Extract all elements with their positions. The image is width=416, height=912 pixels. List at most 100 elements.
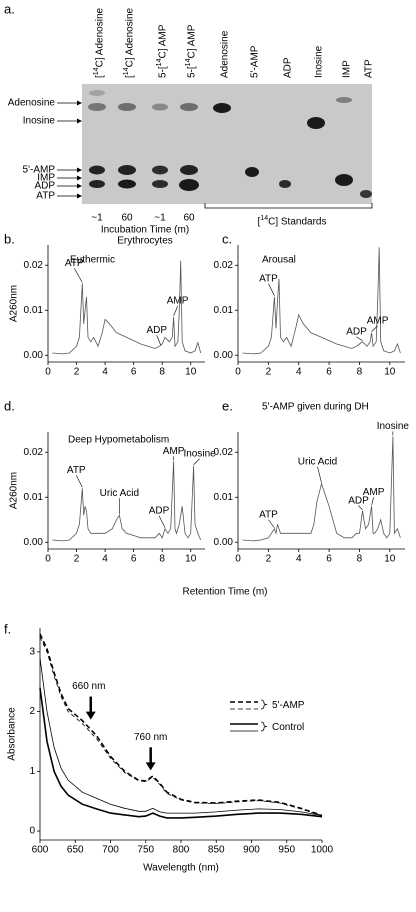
annotation-arrow: [75, 475, 83, 488]
lane-label: 5-[14C] AMP: [156, 24, 168, 78]
annotation: AMP: [163, 446, 185, 457]
x-tick-label: 0: [45, 367, 51, 378]
y-axis-label: A260nm: [9, 472, 20, 509]
tlc-spot: [279, 180, 291, 188]
time-label: ~1: [154, 213, 166, 224]
spot-arrowhead: [77, 183, 82, 189]
x-axis-label: Wavelength (nm): [143, 863, 219, 874]
annotation: Uric Acid: [100, 488, 139, 499]
spot-arrowhead: [77, 118, 82, 124]
y-tick-label: 0.02: [24, 447, 44, 458]
annotation: ADP: [348, 495, 369, 506]
spectrum-line: [39, 657, 323, 816]
tlc-spot: [118, 165, 136, 175]
panel-label: b.: [4, 231, 15, 246]
chromatogram: [52, 260, 202, 355]
x-tick-label: 6: [131, 554, 137, 565]
spot-label: ATP: [36, 191, 55, 202]
lane-label: ADP: [283, 57, 294, 78]
spectrum-line: [39, 633, 323, 817]
y-tick-label: 0: [29, 826, 35, 837]
spot-label: Inosine: [23, 116, 56, 127]
chart-title: Deep Hypometabolism: [68, 435, 169, 446]
spot-label: 5'-AMP: [23, 165, 56, 176]
x-tick-label: 900: [243, 845, 260, 856]
spectrum-line: [39, 636, 323, 816]
x-tick-label: 6: [131, 367, 137, 378]
annotation-arrowhead: [145, 762, 156, 771]
spot-label: Adenosine: [8, 98, 56, 109]
x-tick-label: 8: [357, 554, 363, 565]
x-tick-label: 700: [102, 845, 119, 856]
y-tick-label: 0.02: [214, 260, 234, 271]
annotation: 660 nm: [72, 681, 105, 692]
y-tick-label: 0.01: [214, 305, 234, 316]
tlc-spot: [335, 174, 353, 186]
tlc-spot: [88, 103, 106, 111]
spot-label: IMP: [37, 173, 55, 184]
x-tick-label: 6: [326, 554, 332, 565]
panel-label: a.: [4, 1, 15, 16]
y-tick-label: 3: [29, 647, 35, 658]
standards-bracket: [204, 203, 373, 209]
annotation-arrow: [193, 458, 200, 465]
lane-label: 5'-AMP: [250, 45, 261, 78]
standards-label: [14C] Standards: [258, 215, 327, 227]
incubation-label: Incubation Time (m): [101, 225, 189, 236]
y-tick-label: 0.02: [214, 447, 234, 458]
spot-arrowhead: [77, 193, 82, 199]
tlc-spot: [245, 167, 259, 177]
time-label: 60: [183, 213, 195, 224]
lane-label: Adenosine: [220, 30, 231, 78]
y-tick-label: 0.01: [24, 305, 44, 316]
y-axis-label: Absorbance: [7, 707, 18, 761]
tlc-spot: [152, 180, 168, 188]
tlc-spot: [180, 103, 198, 111]
annotation-arrow: [358, 505, 363, 510]
y-tick-label: 0.00: [214, 537, 234, 548]
x-tick-label: 4: [296, 367, 302, 378]
annotation-arrow: [73, 268, 83, 283]
tlc-spot: [213, 103, 231, 113]
tlc-spot: [118, 103, 136, 111]
annotation: ATP: [259, 509, 278, 520]
x-tick-label: 4: [102, 367, 108, 378]
lane-label: IMP: [342, 60, 353, 78]
y-tick-label: 0.00: [24, 350, 44, 361]
time-label: ~1: [91, 213, 103, 224]
annotation: ATP: [67, 465, 86, 476]
x-tick-label: 8: [357, 367, 363, 378]
annotation: AMP: [363, 487, 385, 498]
y-tick-label: 0.02: [24, 260, 44, 271]
lane-label: 5-[14C] AMP: [185, 24, 197, 78]
annotation: Inosine: [183, 448, 216, 459]
annotation: 760 nm: [134, 732, 167, 743]
tlc-spot: [336, 97, 352, 103]
spot-arrowhead: [77, 100, 82, 106]
x-tick-label: 2: [266, 367, 272, 378]
panel-label: e.: [222, 398, 233, 413]
chart-title: Arousal: [262, 255, 296, 266]
annotation: Uric Acid: [298, 456, 337, 467]
y-tick-label: 0.01: [24, 492, 44, 503]
lane-label: [14C] Adenosine: [93, 7, 105, 78]
annotation-arrow: [356, 336, 363, 341]
tlc-spot: [89, 165, 105, 175]
annotation-arrow: [317, 466, 322, 483]
x-tick-label: 10: [185, 554, 197, 565]
lane-label: [14C] Adenosine: [123, 7, 135, 78]
annotation-arrow: [268, 283, 275, 296]
annotation: ADP: [346, 326, 367, 337]
x-tick-label: 1000: [311, 845, 334, 856]
x-tick-label: 6: [326, 367, 332, 378]
chromatogram: [52, 461, 202, 542]
x-tick-label: 600: [32, 845, 49, 856]
legend-label: Control: [272, 722, 304, 733]
x-tick-label: 0: [235, 367, 241, 378]
tlc-spot: [89, 180, 105, 188]
x-tick-label: 950: [278, 845, 295, 856]
x-tick-label: 800: [173, 845, 190, 856]
annotation-arrowhead: [85, 711, 96, 720]
annotation-arrow: [268, 519, 275, 528]
spectrum-line: [39, 687, 323, 819]
